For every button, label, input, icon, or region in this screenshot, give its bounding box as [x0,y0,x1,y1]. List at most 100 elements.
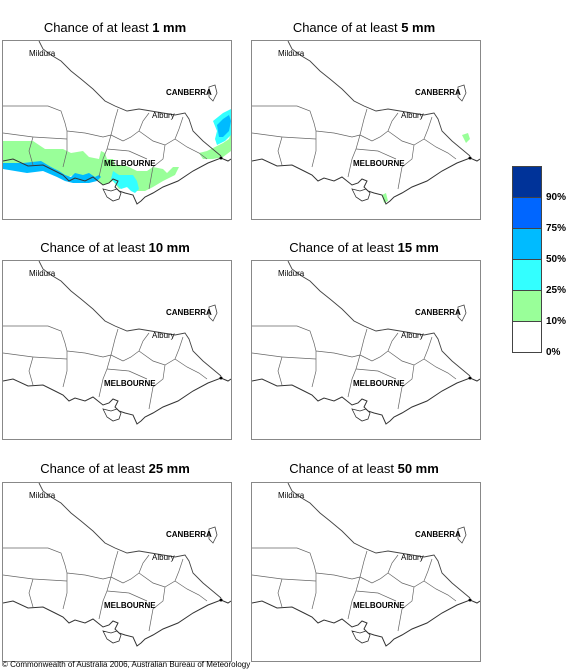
district-boundary [423,138,457,160]
district-boundary [66,130,112,138]
rain-probability-area [199,133,231,159]
district-boundary [387,336,433,366]
district-boundary [62,131,68,168]
coastline [3,377,231,425]
district-boundary [315,130,361,138]
place-label-melbourne: MELBOURNE [353,379,405,388]
legend-label-10: 10% [546,316,567,327]
base-map-svg [252,41,480,205]
district-boundary [281,578,317,582]
district-boundary [355,368,397,380]
district-boundary [397,364,415,410]
map-panel-15mm: Mildura CANBERRA Albury MELBOURNE [251,260,481,440]
base-map-svg [252,261,480,425]
district-boundary [3,547,68,574]
district-boundary [311,351,317,388]
district-boundary [423,580,457,602]
panel-title-1mm: Chance of at least 1 mm [43,20,187,35]
district-boundary [277,578,283,608]
district-boundary [281,356,317,360]
state-border [38,41,222,157]
coastal-point-marker [468,156,472,160]
place-label-melbourne: MELBOURNE [104,601,156,610]
district-boundary [315,572,361,580]
port-phillip-bay [351,630,371,644]
state-border [38,261,222,377]
district-boundary [252,547,317,574]
district-boundary [359,328,368,356]
place-label-albury: Albury [401,331,424,340]
district-boundary [423,358,457,380]
coastline [252,157,480,205]
district-boundary [3,105,68,132]
probability-legend [512,166,542,353]
state-border [287,41,471,157]
rain-probability-area [462,133,470,143]
coastline [3,599,231,647]
district-boundary [110,108,119,136]
state-border [287,261,471,377]
place-label-canberra: CANBERRA [415,530,461,539]
district-boundary [98,354,112,398]
copyright-notice: © Commonwealth of Australia 2006, Austra… [2,660,251,669]
district-boundary [28,356,34,386]
place-label-canberra: CANBERRA [166,530,212,539]
map-panel-5mm: Mildura CANBERRA Albury MELBOURNE [251,40,481,220]
rain-probability-area [382,193,388,203]
panel-title-5mm: Chance of at least 5 mm [292,20,436,35]
place-label-canberra: CANBERRA [166,308,212,317]
place-label-albury: Albury [152,553,175,562]
act-border [457,304,467,322]
district-boundary [138,336,184,366]
port-phillip-bay [351,188,371,202]
district-boundary [66,350,112,358]
place-label-canberra: CANBERRA [166,88,212,97]
coastline [252,599,480,647]
district-boundary [138,112,150,132]
district-boundary [387,554,399,574]
coastline [252,377,480,425]
district-boundary [110,130,140,142]
place-label-albury: Albury [401,111,424,120]
rain-probability-area [111,171,139,193]
place-label-melbourne: MELBOURNE [353,159,405,168]
coastal-point-marker [468,376,472,380]
district-boundary [387,112,399,132]
coastal-point-marker [468,598,472,602]
district-boundary [106,368,148,380]
base-map-svg [252,483,480,647]
panel-title-10mm: Chance of at least 10 mm [40,240,190,255]
district-boundary [174,580,208,602]
legend-label-50: 50% [546,254,567,265]
district-boundary [32,136,68,140]
district-boundary [387,116,433,146]
district-boundary [252,325,317,352]
port-phillip-bay [102,408,122,422]
place-label-albury: Albury [152,111,175,120]
district-boundary [110,572,140,584]
legend-box-0 [513,322,541,352]
district-boundary [62,351,68,388]
district-boundary [311,573,317,610]
place-label-albury: Albury [152,331,175,340]
district-boundary [311,131,317,168]
district-boundary [98,576,112,620]
port-phillip-bay [102,630,122,644]
place-label-mildura: Mildura [278,491,305,500]
district-boundary [359,550,368,578]
district-boundary [110,328,119,356]
panel-title-50mm: Chance of at least 50 mm [289,461,439,476]
district-boundary [347,354,361,398]
place-label-mildura: Mildura [278,269,305,278]
district-boundary [110,550,119,578]
district-boundary [252,132,283,138]
district-boundary [110,350,140,362]
base-map-svg [3,41,231,205]
act-border [208,84,218,102]
district-boundary [387,558,433,588]
district-boundary [106,590,148,602]
district-boundary [359,108,368,136]
act-border [457,526,467,544]
district-boundary [387,332,399,352]
district-boundary [32,578,68,582]
